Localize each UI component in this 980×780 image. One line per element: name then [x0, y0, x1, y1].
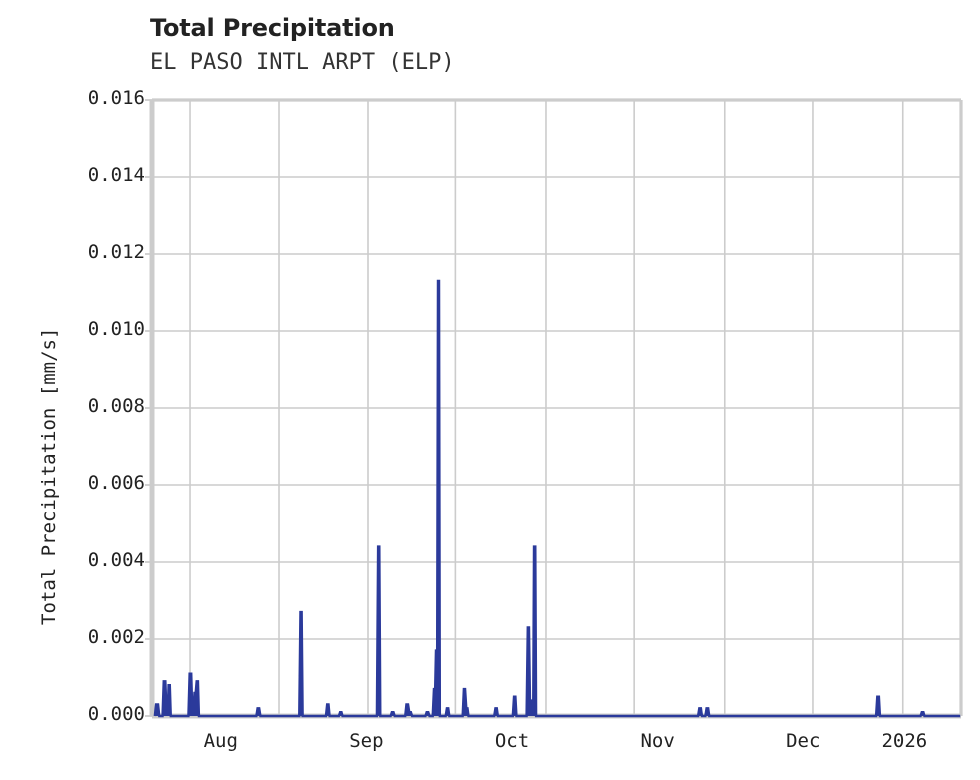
x-tick-label: 2026 [881, 730, 928, 752]
y-tick-label: 0.008 [87, 395, 145, 417]
x-tick-label: Dec [786, 730, 821, 752]
y-tick-label: 0.006 [87, 472, 145, 494]
y-tick-label: 0.014 [87, 164, 145, 186]
y-tick-label: 0.016 [87, 87, 145, 109]
y-tick-label: 0.012 [87, 241, 145, 263]
x-tick-label: Aug [203, 730, 238, 752]
precipitation-line [153, 279, 961, 718]
y-tick-label: 0.000 [87, 703, 145, 725]
grid-lines [152, 99, 961, 716]
y-axis-tick-labels: 0.000 0.002 0.004 0.006 0.008 0.010 0.012 0.014… [10, 0, 145, 780]
x-tick-label: Sep [349, 730, 384, 752]
precipitation-series [153, 279, 961, 718]
x-tick-label: Oct [494, 730, 530, 752]
chart-subtitle: EL PASO INTL ARPT (ELP) [150, 50, 455, 75]
page-title: Total Precipitation [150, 14, 395, 42]
y-tick-label: 0.002 [87, 626, 145, 648]
x-tick-label: Nov [640, 730, 675, 752]
y-tick-label: 0.010 [87, 318, 145, 340]
y-tick-label: 0.004 [87, 549, 145, 571]
precipitation-fill [154, 280, 961, 716]
